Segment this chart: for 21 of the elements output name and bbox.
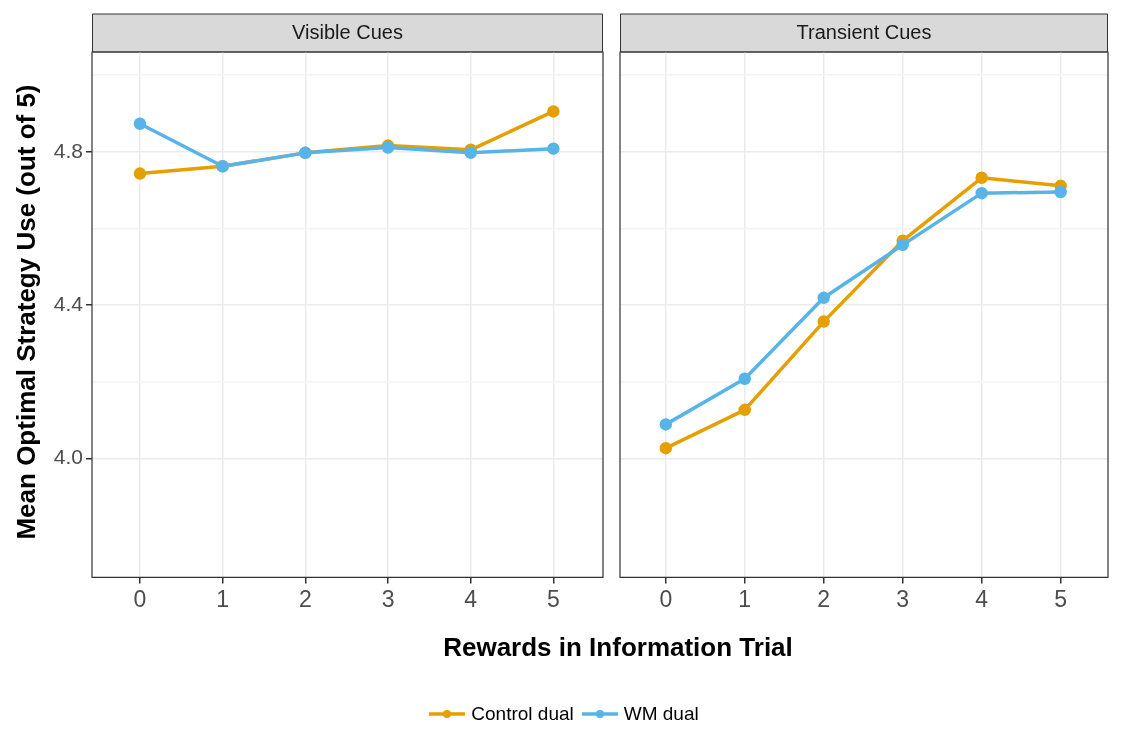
x-tick-label: 0 [659,585,673,612]
legend-label: WM dual [623,703,699,725]
x-tick-label: 5 [546,585,560,612]
x-tick-label: 1 [216,585,230,612]
legend-label: Control dual [471,703,574,725]
x-tick-label: 3 [896,585,910,612]
y-tick-label: 4.4 [53,291,84,315]
x-tick-label: 4 [975,585,989,612]
x-tick-label: 0 [133,585,147,612]
x-axis-title: Rewards in Information Trial [443,632,793,663]
x-tick-label: 5 [1054,585,1068,612]
chart-title: Transient Cues [796,20,932,43]
y-tick-label: 4.8 [53,138,83,162]
x-tick-label: 2 [817,585,831,612]
x-tick-label: 4 [464,585,478,612]
y-axis-title: Mean Optimal Strategy Use (out of 5) [10,84,42,540]
x-tick-label: 1 [738,585,752,612]
chart-title: Visible Cues [292,20,403,43]
x-tick-label: 2 [298,585,312,612]
x-tick-label: 3 [381,585,395,612]
y-tick-label: 4.0 [53,445,83,469]
